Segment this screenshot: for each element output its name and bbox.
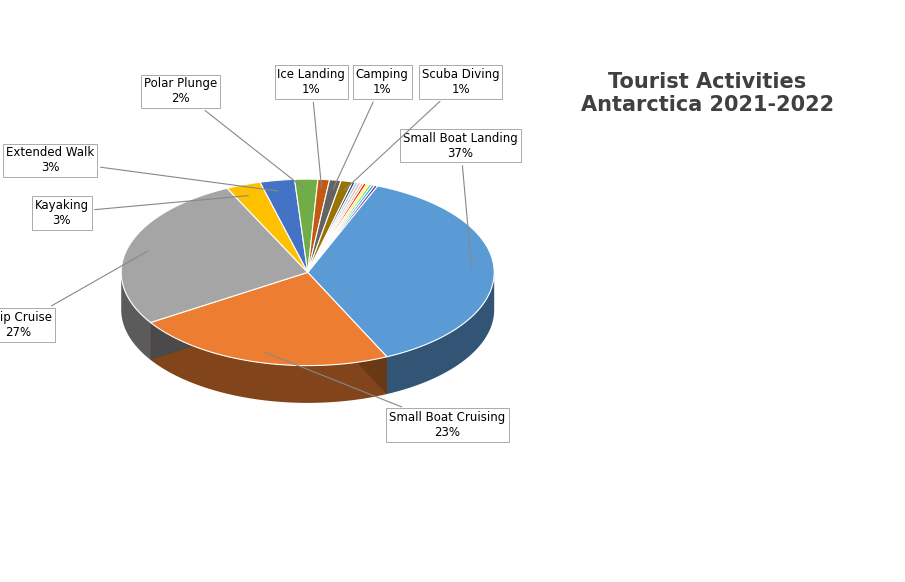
Polygon shape (260, 179, 308, 272)
Polygon shape (121, 188, 308, 322)
Polygon shape (308, 183, 361, 272)
Polygon shape (308, 182, 358, 272)
Polygon shape (387, 272, 494, 394)
Text: Camping
1%: Camping 1% (333, 68, 409, 189)
Polygon shape (308, 183, 364, 272)
Text: Ship Cruise
27%: Ship Cruise 27% (0, 251, 148, 339)
Polygon shape (121, 272, 150, 360)
Polygon shape (308, 185, 375, 272)
Polygon shape (227, 182, 308, 272)
Polygon shape (308, 185, 377, 272)
Polygon shape (150, 272, 308, 360)
Polygon shape (308, 180, 353, 272)
Polygon shape (308, 183, 367, 272)
Polygon shape (308, 184, 372, 272)
Polygon shape (308, 179, 329, 272)
Polygon shape (308, 180, 341, 272)
Polygon shape (150, 272, 387, 365)
Polygon shape (308, 186, 494, 357)
Polygon shape (308, 272, 387, 394)
Polygon shape (295, 179, 318, 272)
Text: Small Boat Landing
37%: Small Boat Landing 37% (404, 132, 518, 267)
Polygon shape (150, 272, 308, 360)
Text: Scuba Diving
1%: Scuba Diving 1% (344, 68, 500, 190)
Polygon shape (150, 322, 387, 403)
Text: Tourist Activities
Antarctica 2021-2022: Tourist Activities Antarctica 2021-2022 (581, 72, 834, 115)
Text: Extended Walk
3%: Extended Walk 3% (6, 147, 278, 191)
Text: Ice Landing
1%: Ice Landing 1% (278, 68, 346, 188)
Text: Polar Plunge
2%: Polar Plunge 2% (144, 77, 304, 189)
Polygon shape (308, 272, 387, 394)
Text: Small Boat Cruising
23%: Small Boat Cruising 23% (264, 352, 506, 439)
Text: Kayaking
3%: Kayaking 3% (34, 196, 248, 226)
Polygon shape (308, 182, 356, 272)
Polygon shape (308, 184, 369, 272)
